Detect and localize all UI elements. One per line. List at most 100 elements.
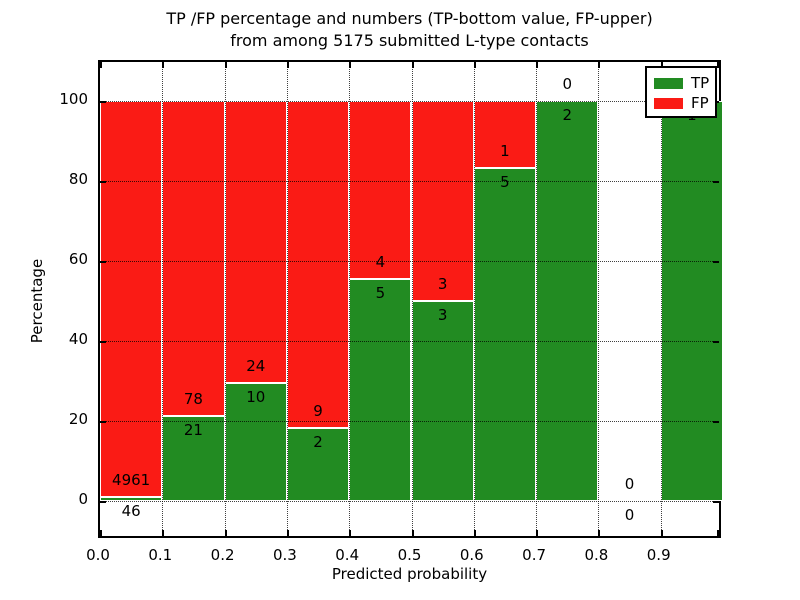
y-tick-mark xyxy=(100,501,106,503)
gridline-vertical xyxy=(598,62,600,536)
legend: TP FP xyxy=(645,66,717,118)
tp-count-label: 2 xyxy=(562,106,573,124)
gridline-vertical xyxy=(536,62,538,536)
y-tick-mark xyxy=(100,421,106,423)
gridline-vertical xyxy=(224,62,226,536)
legend-swatch-tp xyxy=(654,77,683,89)
x-tick-mark xyxy=(473,530,476,536)
gridline-vertical xyxy=(162,62,164,536)
tp-count-label: 46 xyxy=(121,502,141,521)
bar-segment-fp xyxy=(411,101,474,301)
y-tick-label: 100 xyxy=(59,90,88,108)
legend-swatch-fp xyxy=(654,97,683,109)
gridline-vertical xyxy=(349,62,351,536)
fp-count-label: 0 xyxy=(624,475,635,493)
bar-segment-fp xyxy=(286,101,350,429)
x-tick-mark xyxy=(349,530,352,536)
x-tick-label: 0.3 xyxy=(272,546,297,564)
x-tick-mark-top xyxy=(660,62,663,68)
gridline-vertical xyxy=(473,62,475,536)
fp-count-label: 9 xyxy=(313,402,323,421)
legend-item: FP xyxy=(654,93,715,113)
x-tick-mark-top xyxy=(162,62,165,68)
gridline-horizontal xyxy=(100,341,719,342)
x-tick-mark xyxy=(286,530,289,536)
tp-count-label: 5 xyxy=(375,283,386,302)
bar-segment-fp xyxy=(224,101,287,384)
x-tick-mark xyxy=(717,530,719,536)
y-tick-mark xyxy=(100,101,106,103)
fp-count-label: 0 xyxy=(562,75,573,93)
x-tick-mark-top xyxy=(349,62,352,68)
gridline-horizontal xyxy=(100,421,719,422)
y-tick-label: 60 xyxy=(68,250,88,268)
gridline-vertical xyxy=(660,62,662,536)
y-tick-label: 40 xyxy=(68,330,88,348)
bar-segment-tp xyxy=(162,416,225,501)
x-tick-mark-top xyxy=(286,62,289,68)
y-tick-label: 0 xyxy=(78,490,88,508)
tp-count-label: 5 xyxy=(500,172,510,191)
x-tick-mark xyxy=(100,530,102,536)
x-tick-mark-top xyxy=(411,62,414,68)
y-tick-mark-right xyxy=(713,341,719,343)
bar-segment-tp xyxy=(660,101,723,501)
bar-segment-tp xyxy=(473,167,537,501)
gridline-horizontal xyxy=(100,101,719,102)
x-tick-label: 0.0 xyxy=(86,546,110,564)
gridline-vertical xyxy=(411,62,413,536)
gridline-horizontal xyxy=(100,181,719,182)
bar-segment-tp xyxy=(100,497,163,501)
x-tick-label: 0.4 xyxy=(335,546,360,564)
fp-count-label: 3 xyxy=(437,275,448,293)
x-tick-label: 0.7 xyxy=(522,546,547,564)
x-tick-mark xyxy=(660,530,663,536)
tp-count-label: 21 xyxy=(183,421,203,440)
legend-item: TP xyxy=(654,73,715,93)
fp-count-label: 4961 xyxy=(112,471,151,490)
y-tick-mark-right xyxy=(713,261,719,263)
x-tick-label: 0.8 xyxy=(584,546,609,564)
y-tick-mark xyxy=(100,181,106,183)
x-tick-mark-top xyxy=(717,62,719,68)
y-tick-label: 20 xyxy=(68,410,88,428)
tp-count-label: 0 xyxy=(624,506,635,524)
gridline-vertical xyxy=(286,62,288,536)
fp-count-label: 1 xyxy=(500,141,510,160)
y-tick-mark xyxy=(100,261,106,263)
gridline-horizontal xyxy=(100,501,719,502)
x-tick-mark xyxy=(162,530,165,536)
x-tick-label: 0.5 xyxy=(397,546,422,564)
bar-segment-tp xyxy=(411,301,474,501)
tp-count-label: 2 xyxy=(313,433,323,452)
x-tick-mark xyxy=(224,530,227,536)
legend-item-label: FP xyxy=(691,93,709,112)
bar-segment-tp xyxy=(349,278,412,501)
chart-title-line1: TP /FP percentage and numbers (TP-bottom… xyxy=(166,9,653,28)
x-tick-mark-top xyxy=(536,62,539,68)
x-tick-mark-top xyxy=(598,62,601,68)
y-axis-label: Percentage xyxy=(28,258,46,344)
x-tick-label: 0.6 xyxy=(459,546,484,564)
x-tick-label: 0.2 xyxy=(210,546,235,564)
legend-item-label: TP xyxy=(691,73,710,92)
x-tick-mark xyxy=(411,530,414,536)
bar-segment-tp xyxy=(286,428,350,501)
bar-segment-fp xyxy=(100,101,163,498)
x-axis-label: Predicted probability xyxy=(331,565,488,583)
bar-segment-tp xyxy=(536,101,599,501)
x-tick-mark-top xyxy=(100,62,102,68)
fp-count-label: 24 xyxy=(246,357,266,376)
x-tick-mark xyxy=(536,530,539,536)
fp-count-label: 78 xyxy=(183,390,203,409)
bar-segment-fp xyxy=(473,101,537,168)
y-tick-mark-right xyxy=(713,421,719,423)
x-tick-label: 0.1 xyxy=(148,546,173,564)
fp-count-label: 4 xyxy=(375,252,386,271)
x-tick-mark-top xyxy=(224,62,227,68)
x-tick-mark xyxy=(598,530,601,536)
x-tick-label: 0.9 xyxy=(646,546,671,564)
x-tick-mark-top xyxy=(473,62,476,68)
bar-segment-fp xyxy=(162,101,225,417)
plot-area: 4961467821241092453315020001 xyxy=(98,60,723,538)
